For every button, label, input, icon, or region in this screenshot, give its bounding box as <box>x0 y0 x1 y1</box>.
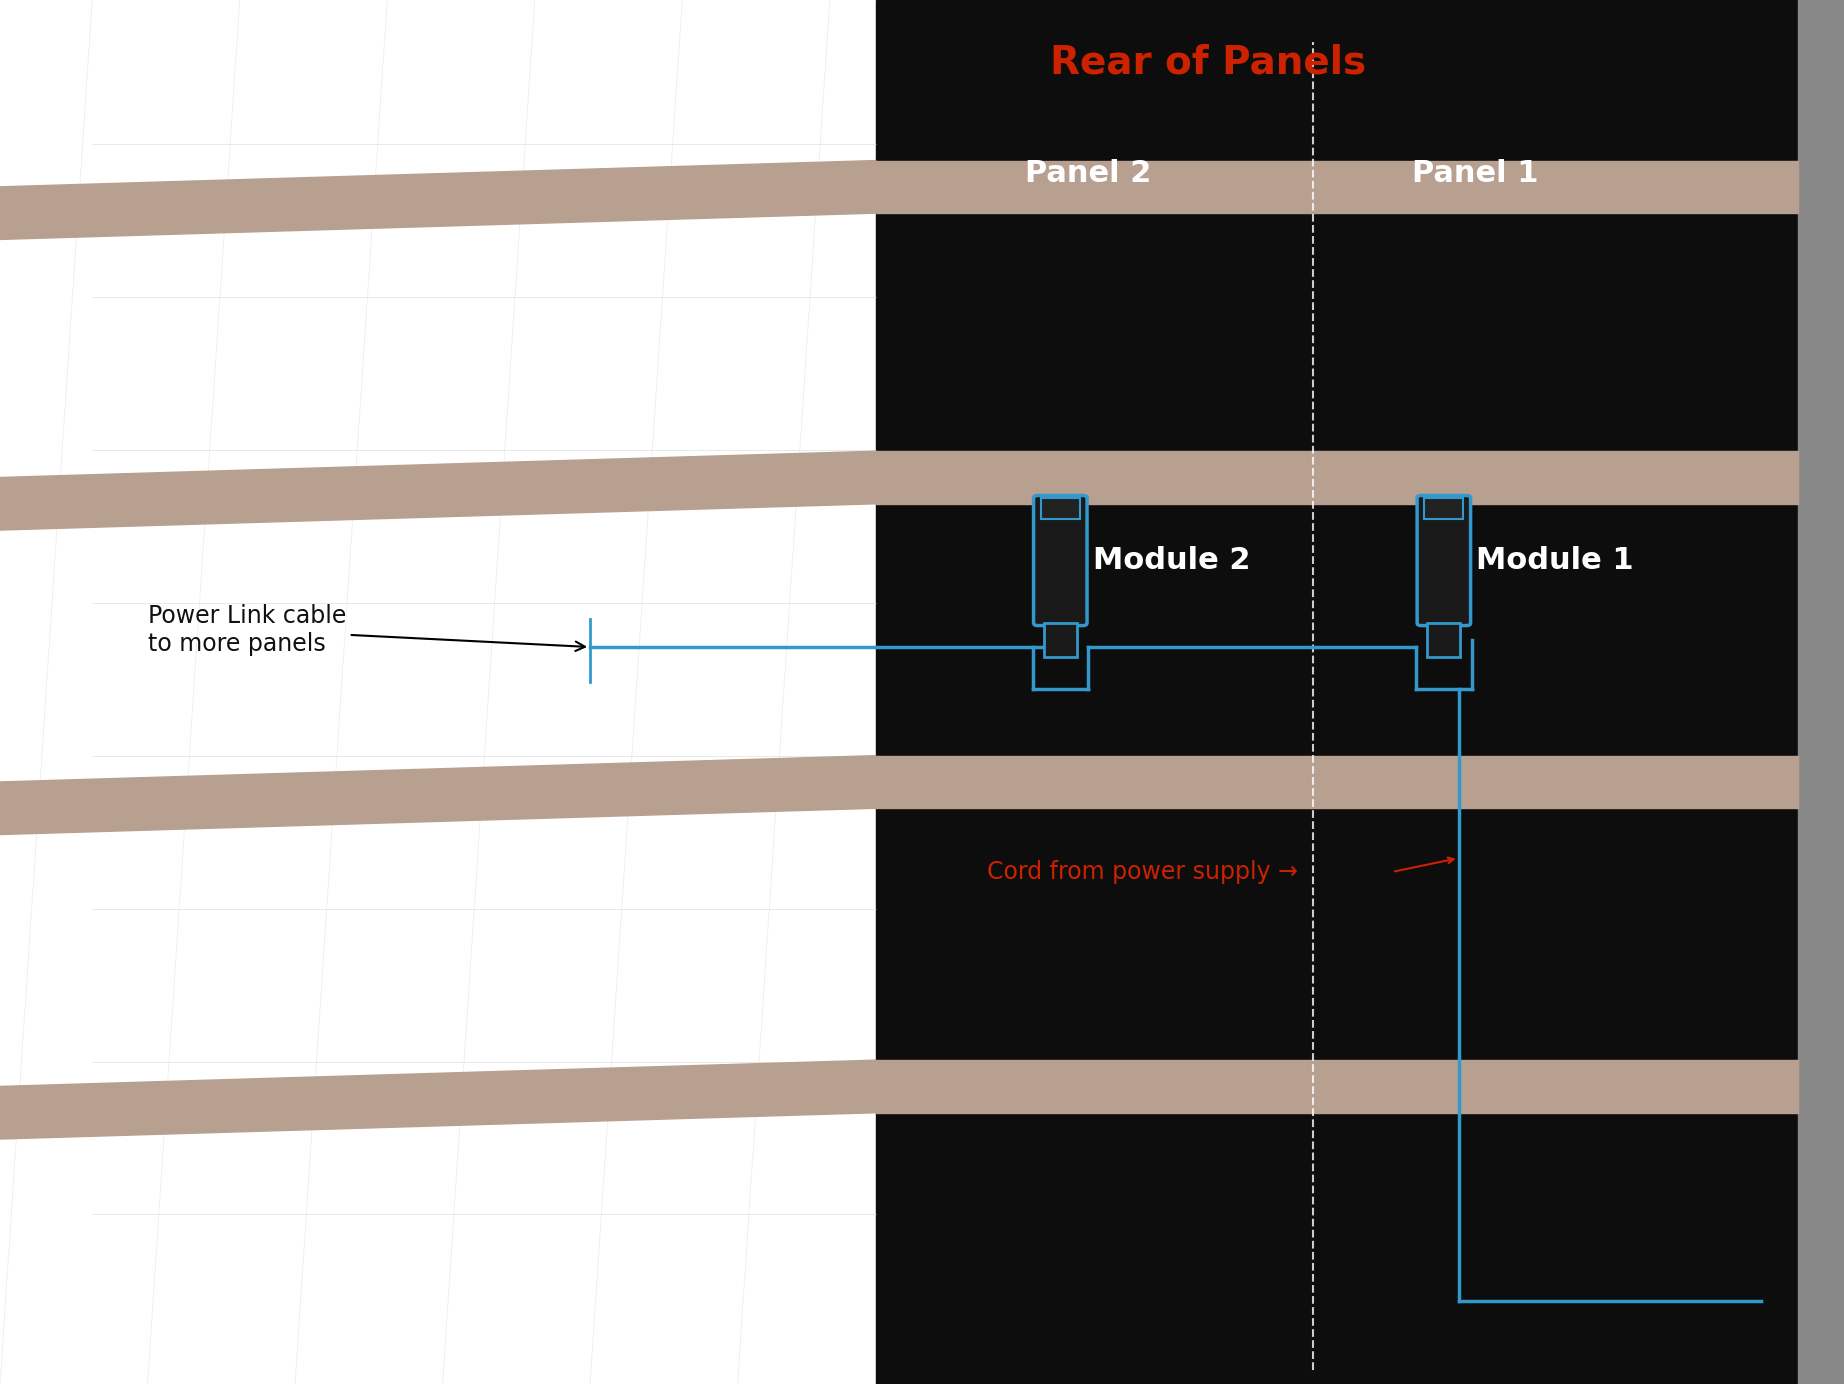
Bar <box>1798 0 1844 1384</box>
Bar <box>1040 498 1079 519</box>
Text: Panel 1: Panel 1 <box>1413 159 1538 187</box>
Bar <box>1427 623 1460 657</box>
FancyBboxPatch shape <box>1416 495 1472 626</box>
Text: Cord from power supply →: Cord from power supply → <box>987 859 1298 884</box>
Text: Module 1: Module 1 <box>1475 547 1634 574</box>
Bar <box>876 756 1798 808</box>
Bar <box>1044 623 1077 657</box>
Text: Rear of Panels: Rear of Panels <box>1049 43 1366 82</box>
Polygon shape <box>0 161 876 239</box>
Bar <box>876 451 1798 504</box>
Polygon shape <box>0 756 876 835</box>
Bar <box>876 1060 1798 1113</box>
Bar <box>1424 498 1464 519</box>
Polygon shape <box>0 451 876 530</box>
Text: Module 2: Module 2 <box>1092 547 1250 574</box>
Bar <box>876 161 1798 213</box>
Text: Power Link cable
to more panels: Power Link cable to more panels <box>148 603 585 656</box>
Polygon shape <box>0 1060 876 1139</box>
Text: Panel 2: Panel 2 <box>1025 159 1151 187</box>
Bar <box>876 0 1844 1384</box>
Bar <box>0 0 876 1384</box>
FancyBboxPatch shape <box>1033 495 1088 626</box>
